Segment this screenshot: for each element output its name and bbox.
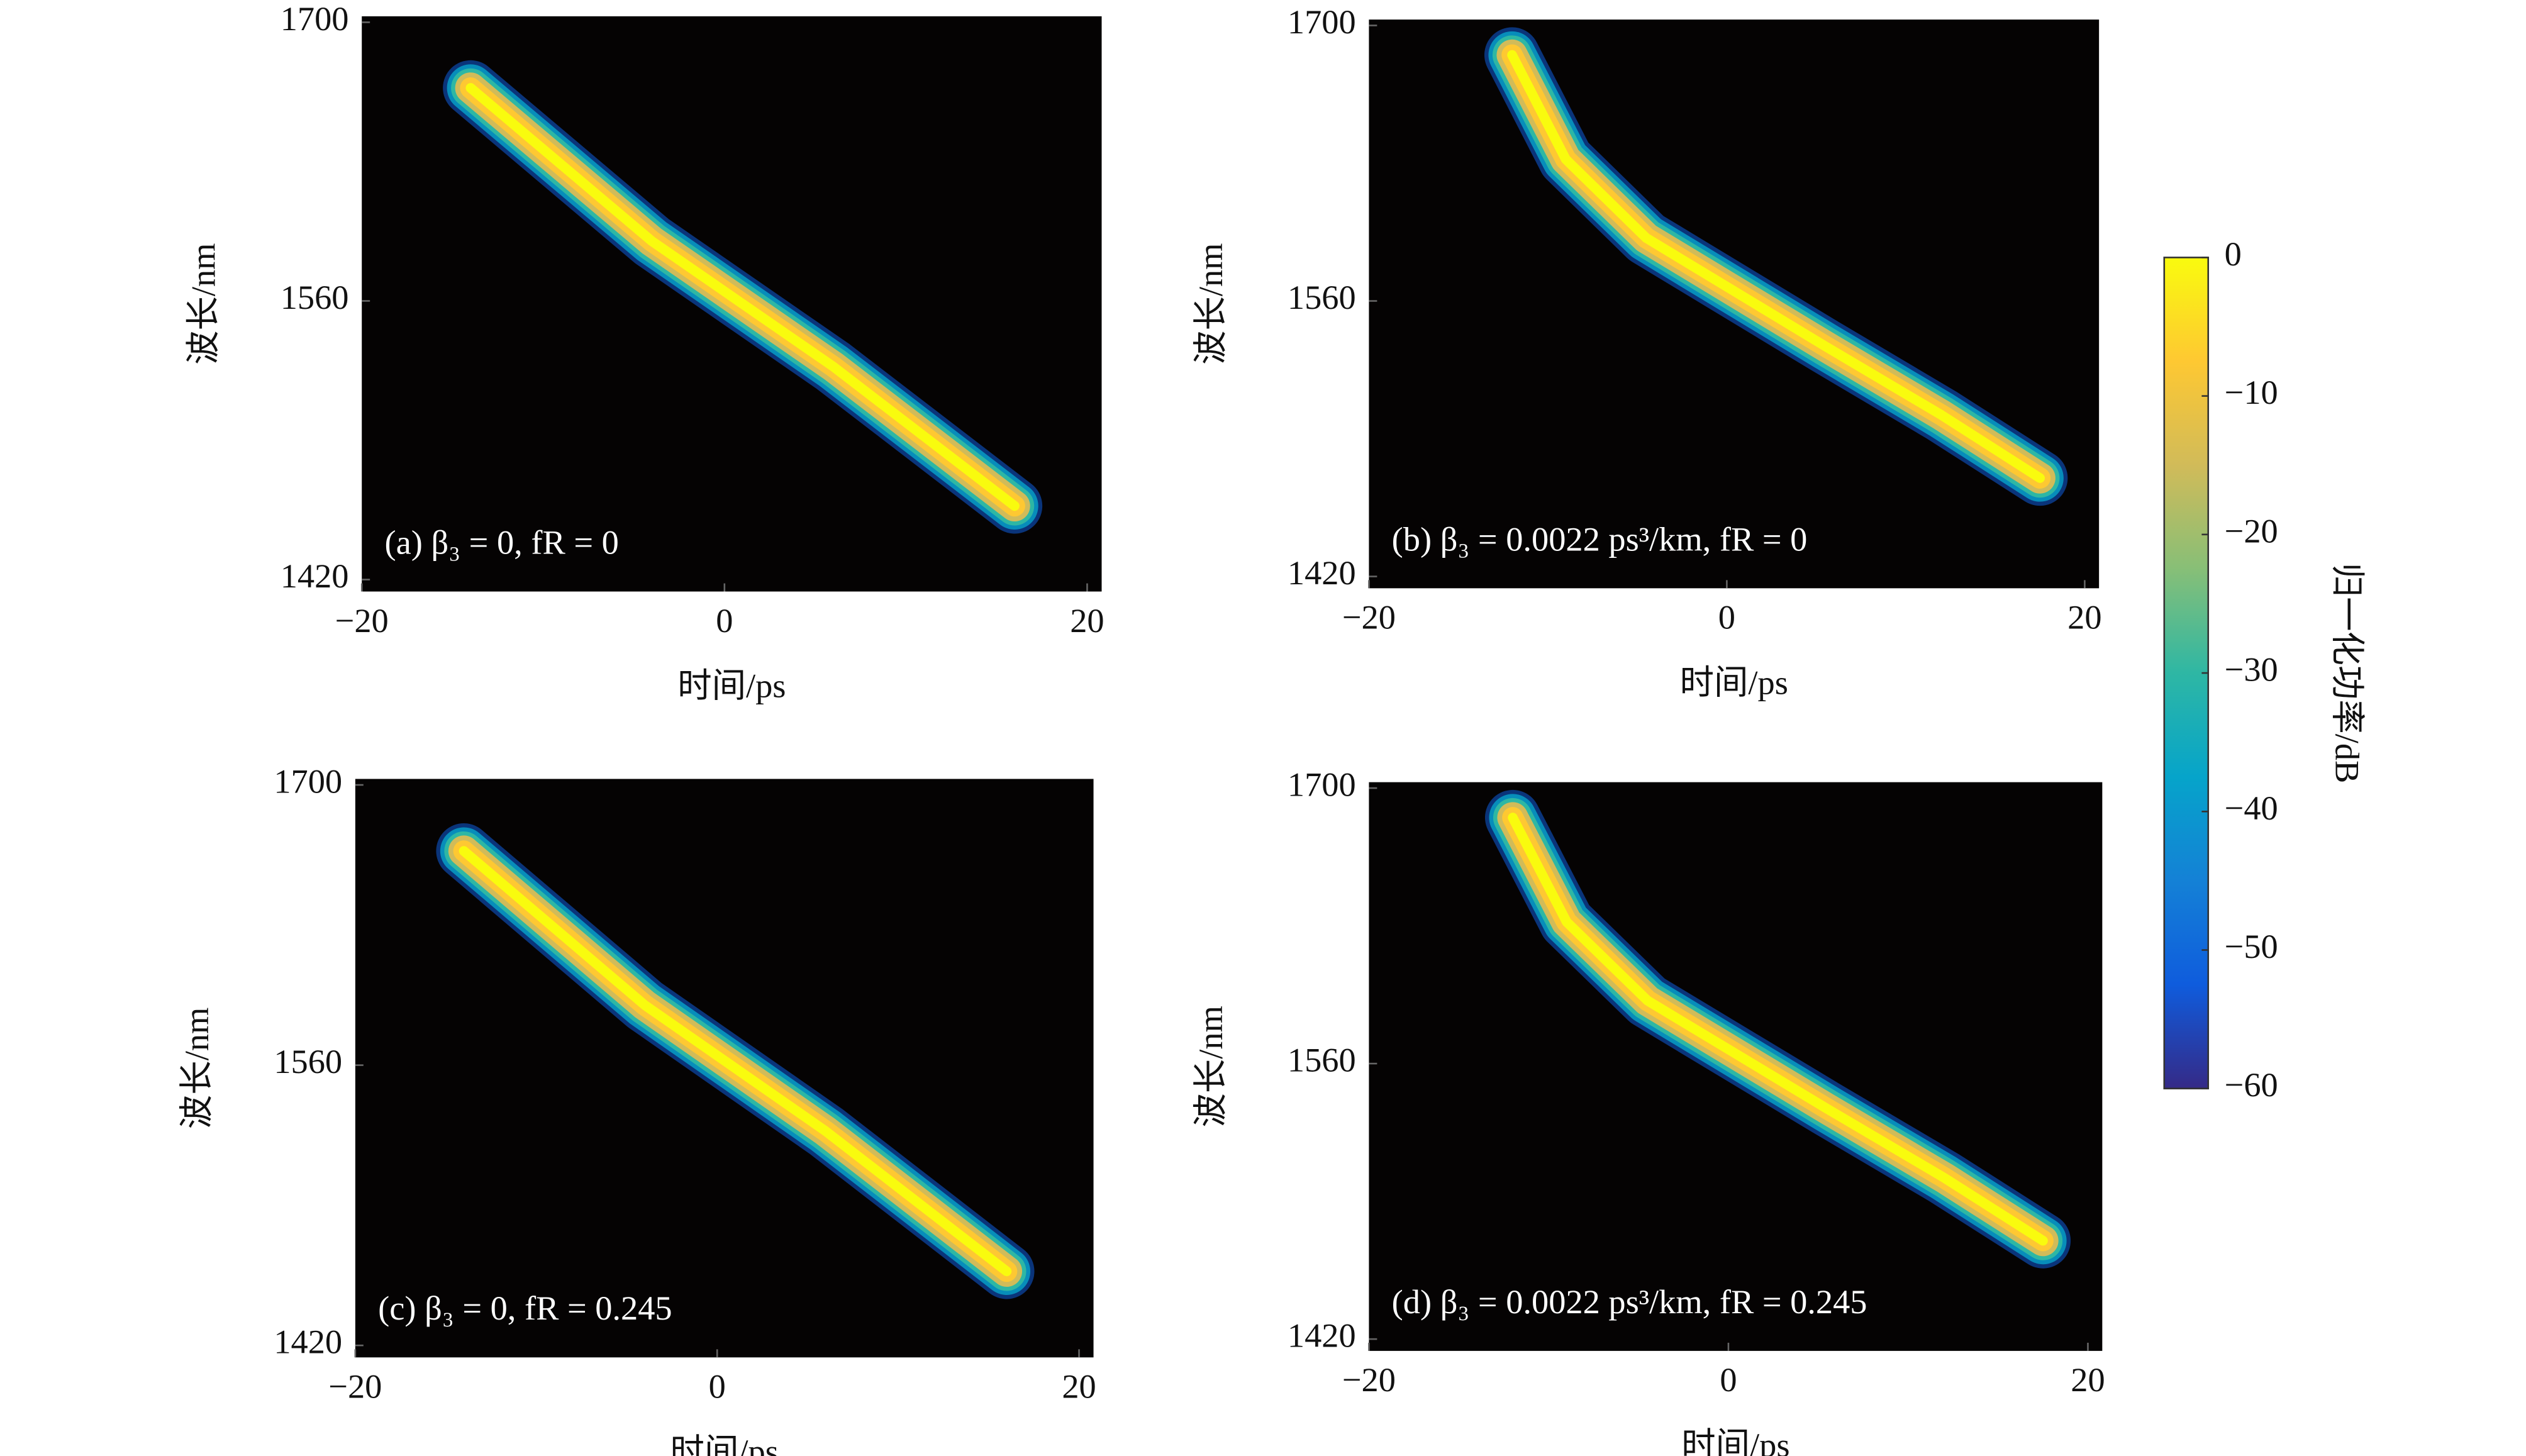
colorbar-tick-label: −60 (2225, 1066, 2278, 1104)
ridge (459, 846, 1012, 1277)
y-axis-label: 波长/nm (1192, 1006, 1230, 1127)
y-tick-label: 1560 (281, 279, 349, 316)
x-tick-label: −20 (335, 602, 389, 640)
y-tick-label: 1560 (274, 1043, 342, 1081)
y-tick-label: 1700 (281, 0, 349, 38)
y-axis-label: 波长/nm (178, 1008, 216, 1129)
colorbar-label: 归一化功率/dB (2328, 563, 2366, 784)
colorbar-tick-label: −40 (2225, 789, 2278, 827)
y-tick-label: 1560 (1288, 279, 1356, 316)
annotation: (a) β₃ = 0, fR = 0 (384, 523, 618, 561)
x-tick-label: 20 (2071, 1361, 2105, 1399)
x-axis-label: 时间/ps (1680, 664, 1788, 701)
x-tick-label: 20 (1062, 1368, 1096, 1406)
annotation: (b) β₃ = 0.0022 ps³/km, fR = 0 (1392, 520, 1808, 558)
x-axis-label: 时间/ps (670, 1433, 779, 1456)
y-tick-label: 1700 (1288, 3, 1356, 41)
y-tick-label: 1420 (1288, 1317, 1356, 1355)
y-axis-label: 波长/nm (1192, 243, 1230, 365)
annotation: (c) β₃ = 0, fR = 0.245 (378, 1289, 672, 1327)
colorbar-tick-label: −10 (2225, 374, 2278, 411)
y-tick-label: 1700 (1288, 766, 1356, 804)
y-axis-label: 波长/nm (185, 243, 223, 365)
x-tick-label: 0 (716, 602, 733, 640)
colorbar (2163, 257, 2210, 1090)
x-tick-label: −20 (328, 1368, 382, 1406)
x-tick-label: −20 (1342, 1361, 1396, 1399)
y-tick-label: 1420 (281, 557, 349, 595)
y-tick-label: 1420 (274, 1323, 342, 1361)
x-tick-label: 20 (1070, 602, 1104, 640)
colorbar-tick-label: −30 (2225, 651, 2278, 689)
x-tick-label: 0 (709, 1368, 726, 1406)
ridge (465, 83, 1020, 511)
x-tick-label: 20 (2067, 599, 2101, 636)
colorbar-tick-label: −50 (2225, 928, 2278, 965)
y-tick-label: 1700 (274, 762, 342, 800)
colorbar-tick-label: 0 (2225, 235, 2242, 273)
ridge (1508, 813, 2048, 1246)
y-tick-label: 1420 (1288, 554, 1356, 592)
x-axis-label: 时间/ps (677, 667, 786, 704)
x-tick-label: 0 (1718, 599, 1735, 636)
y-tick-label: 1560 (1288, 1042, 1356, 1079)
x-tick-label: 0 (1720, 1361, 1737, 1399)
x-tick-label: −20 (1342, 599, 1396, 636)
x-axis-label: 时间/ps (1681, 1426, 1789, 1456)
colorbar-tick-label: −20 (2225, 512, 2278, 550)
annotation: (d) β₃ = 0.0022 ps³/km, fR = 0.245 (1392, 1283, 1867, 1321)
ridge (1507, 50, 2045, 483)
